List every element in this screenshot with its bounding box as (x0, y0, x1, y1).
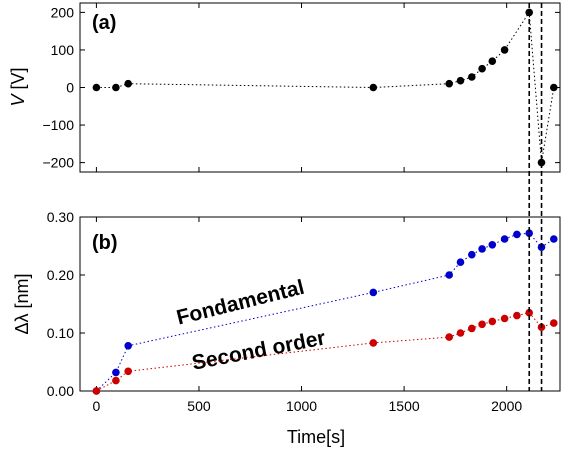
series-line (96, 232, 555, 392)
data-point (445, 271, 454, 279)
y-tick-label: 0.10 (47, 325, 74, 341)
x-tick-label: 1000 (286, 398, 317, 414)
panel-b-ylabel: Δλ [nm] (12, 273, 32, 334)
data-point (456, 76, 465, 85)
y-tick-label: 0.30 (47, 209, 74, 225)
data-point (525, 308, 533, 317)
x-axis-label: Time[s] (287, 427, 345, 447)
data-point (537, 158, 546, 167)
panel-a-label: (a) (92, 12, 116, 34)
data-point (112, 83, 120, 92)
data-point (550, 319, 558, 327)
data-point (369, 339, 378, 347)
data-point (468, 324, 476, 333)
panel-b-label: (b) (92, 232, 118, 254)
y-tick-label: 200 (51, 4, 75, 20)
panel-b-frame (79, 216, 561, 392)
y-tick-label: 0 (66, 80, 74, 96)
data-point (500, 235, 509, 243)
data-point (124, 342, 132, 350)
data-point (445, 79, 454, 88)
data-point (124, 79, 132, 88)
panel-a-frame (79, 2, 561, 173)
data-point (488, 241, 497, 249)
data-point (92, 83, 101, 92)
panel-a-ylabel: V [V] (8, 67, 28, 106)
data-point (92, 387, 101, 395)
data-point (456, 258, 465, 267)
data-point (124, 367, 132, 376)
data-point (468, 250, 476, 259)
y-tick-label: 0.20 (47, 267, 74, 283)
data-point (112, 376, 120, 385)
data-point (500, 46, 509, 54)
data-point (478, 245, 486, 253)
data-point (369, 288, 378, 297)
data-point (500, 314, 509, 323)
data-point (513, 311, 521, 320)
y-tick-label: 0.00 (47, 383, 74, 399)
y-tick-label: −200 (42, 155, 74, 171)
data-point (513, 230, 521, 239)
series-label-fondamental: Fondamental (174, 276, 306, 330)
data-point (468, 73, 476, 81)
x-tick-label: 0 (93, 398, 101, 414)
panel-b: (b) Δλ [nm] Time[s] Fondamental Second o… (12, 209, 561, 447)
panel-a: (a) V [V] −200 −100 0 100 200 (8, 2, 561, 173)
data-point (369, 83, 378, 92)
x-tick-label: 2000 (491, 398, 522, 414)
data-point (488, 57, 497, 65)
data-point (525, 229, 533, 237)
data-point (550, 83, 558, 92)
x-tick-label: 500 (187, 398, 211, 414)
data-point (488, 317, 497, 326)
data-point (478, 320, 486, 329)
y-tick-label: 100 (51, 42, 75, 58)
x-tick-label: 1500 (389, 398, 420, 414)
y-tick-label: −100 (42, 117, 74, 133)
series-line (96, 10, 555, 163)
data-point (456, 329, 465, 337)
data-point (550, 235, 558, 243)
data-point (445, 333, 454, 341)
data-point (478, 64, 486, 73)
data-point (112, 368, 120, 377)
